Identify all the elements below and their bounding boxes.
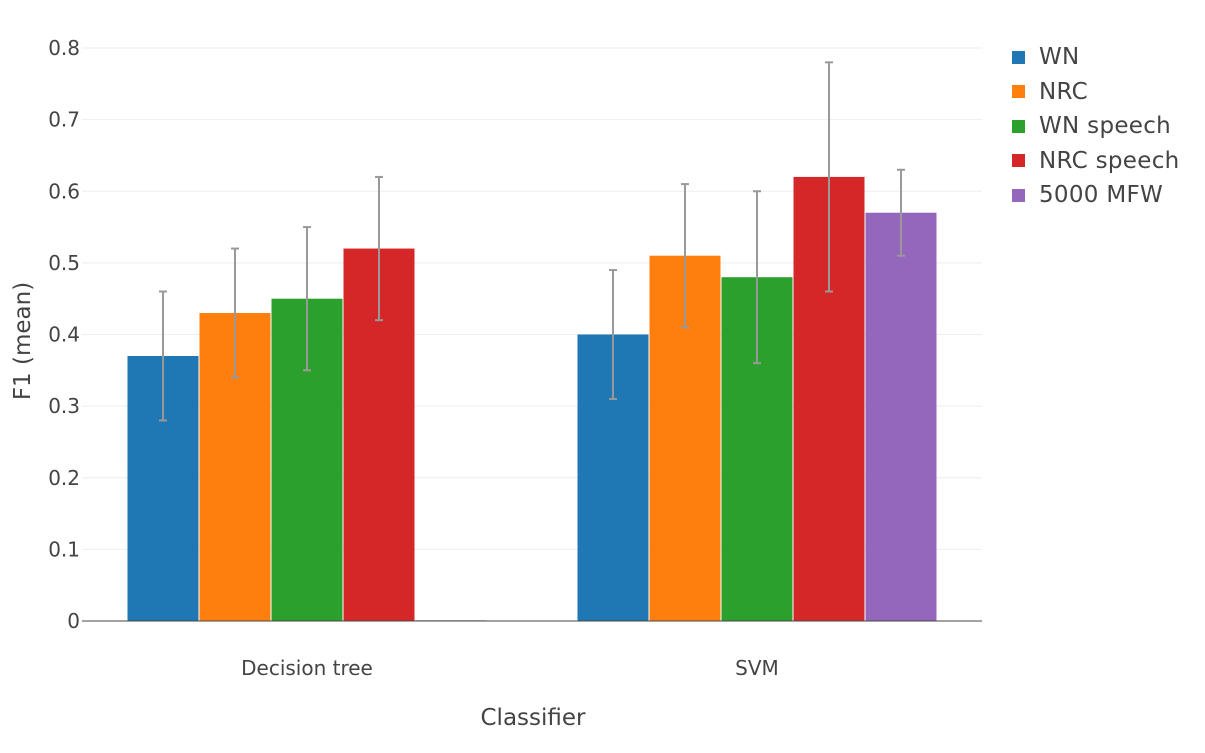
- error-bar: [609, 269, 617, 400]
- y-tick-label: 0.5: [48, 251, 80, 275]
- error-bar: [375, 175, 383, 322]
- legend-swatch: [1012, 154, 1025, 168]
- x-tick-labels: Decision tree SVM: [241, 656, 779, 680]
- error-bar: [681, 183, 689, 329]
- bars-group: [127, 176, 937, 622]
- legend-item: NRC speech: [1012, 144, 1180, 179]
- y-tick-label: 0.7: [48, 108, 80, 132]
- legend-item: 5000 MFW: [1012, 178, 1180, 213]
- legend-label: WN: [1039, 44, 1080, 71]
- y-tick-label: 0.4: [48, 323, 80, 347]
- error-bars-group: [159, 61, 905, 422]
- bar-5000-mfw-svm: [865, 212, 937, 622]
- legend-item: NRC: [1012, 75, 1180, 110]
- legend-label: WN speech: [1039, 113, 1172, 140]
- legend-item: WN: [1012, 40, 1180, 75]
- error-bar: [159, 290, 167, 422]
- legend-item: WN speech: [1012, 109, 1180, 144]
- error-bar: [303, 226, 311, 372]
- legend-swatch: [1012, 50, 1025, 64]
- error-bar: [753, 190, 761, 365]
- legend-swatch: [1012, 188, 1025, 202]
- legend-label: 5000 MFW: [1039, 182, 1164, 209]
- y-tick-labels: 0 0.1 0.2 0.3 0.4 0.5 0.6 0.7 0.8: [48, 36, 80, 633]
- legend: WN NRC WN speech NRC speech 5000 MFW: [1012, 40, 1180, 213]
- y-tick-label: 0.2: [48, 466, 80, 490]
- y-tick-label: 0.3: [48, 394, 80, 418]
- x-tick-label: SVM: [735, 656, 779, 680]
- y-tick-label: 0: [67, 609, 80, 633]
- error-bar: [825, 61, 833, 293]
- error-bar: [897, 168, 905, 257]
- y-tick-label: 0.1: [48, 537, 80, 561]
- y-tick-label: 0.6: [48, 179, 80, 203]
- y-tick-label: 0.8: [48, 36, 80, 60]
- x-tick-label: Decision tree: [241, 656, 373, 680]
- error-bar: [231, 247, 239, 379]
- x-axis-title: Classifier: [481, 705, 587, 731]
- legend-swatch: [1012, 85, 1025, 99]
- legend-label: NRC speech: [1039, 147, 1180, 174]
- legend-label: NRC: [1039, 78, 1089, 105]
- legend-swatch: [1012, 119, 1025, 133]
- y-axis-title: F1 (mean): [10, 282, 36, 400]
